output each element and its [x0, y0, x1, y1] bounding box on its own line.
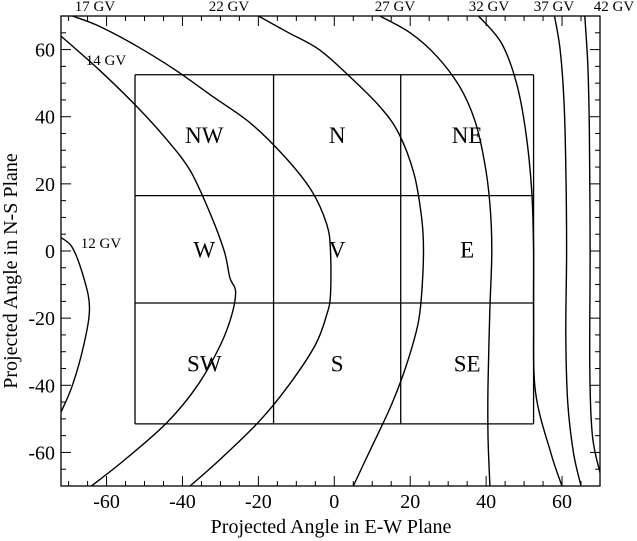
- y-tick-label: 20: [35, 174, 55, 196]
- curve-label: 37 GV: [534, 0, 575, 15]
- curve-32-gv: [477, 16, 563, 486]
- curve-label: 12 GV: [81, 236, 122, 252]
- axis-ticks: -60 -40 -20 0 20 40 60 60 40 20 0 -20 -40 -60: [28, 16, 600, 513]
- y-tick-label: -60: [28, 442, 55, 464]
- curve-12-gv: [61, 237, 91, 413]
- x-tick-label: 0: [329, 491, 339, 513]
- curve-label: 32 GV: [469, 0, 510, 15]
- curve-labels: 12 GV 14 GV 17 GV 22 GV 27 GV 32 GV 37 GV 42 GV: [75, 0, 635, 252]
- sector-label-se: SE: [454, 351, 481, 376]
- sector-label-v: V: [329, 237, 346, 262]
- curve-37-gv: [553, 16, 582, 486]
- x-tick-label: 60: [552, 491, 572, 513]
- sector-label-sw: SW: [187, 351, 222, 376]
- x-tick-label: -40: [169, 491, 196, 513]
- x-tick-label: -20: [245, 491, 272, 513]
- curve-22-gv: [258, 16, 425, 486]
- curve-label: 17 GV: [75, 0, 116, 15]
- x-tick-label: -60: [93, 491, 120, 513]
- y-tick-label: 0: [45, 241, 55, 263]
- curve-14-gv: [61, 35, 237, 486]
- curve-label: 42 GV: [594, 0, 635, 15]
- sector-grid: NW N NE W V E SW S SE: [134, 74, 535, 425]
- curve-17-gv: [72, 16, 332, 486]
- sector-label-n: N: [329, 123, 346, 148]
- x-tick-label: 20: [400, 491, 420, 513]
- rigidity-curves: [61, 16, 600, 486]
- sector-label-s: S: [331, 351, 344, 376]
- y-axis-label: Projected Angle in N-S Plane: [0, 153, 22, 389]
- x-axis-label: Projected Angle in E-W Plane: [211, 516, 452, 538]
- curve-27-gv: [379, 16, 493, 486]
- y-tick-label: 60: [35, 40, 55, 62]
- sector-label-nw: NW: [185, 123, 224, 148]
- y-tick-label: -40: [28, 375, 55, 397]
- curve-label: 22 GV: [209, 0, 250, 15]
- sector-label-e: E: [460, 237, 474, 262]
- x-tick-label: 40: [476, 491, 496, 513]
- y-tick-label: -20: [28, 308, 55, 330]
- curve-label: 14 GV: [86, 53, 127, 69]
- sector-label-w: W: [193, 237, 215, 262]
- curve-label: 27 GV: [375, 0, 416, 15]
- y-tick-label: 40: [35, 107, 55, 129]
- sector-label-ne: NE: [452, 123, 483, 148]
